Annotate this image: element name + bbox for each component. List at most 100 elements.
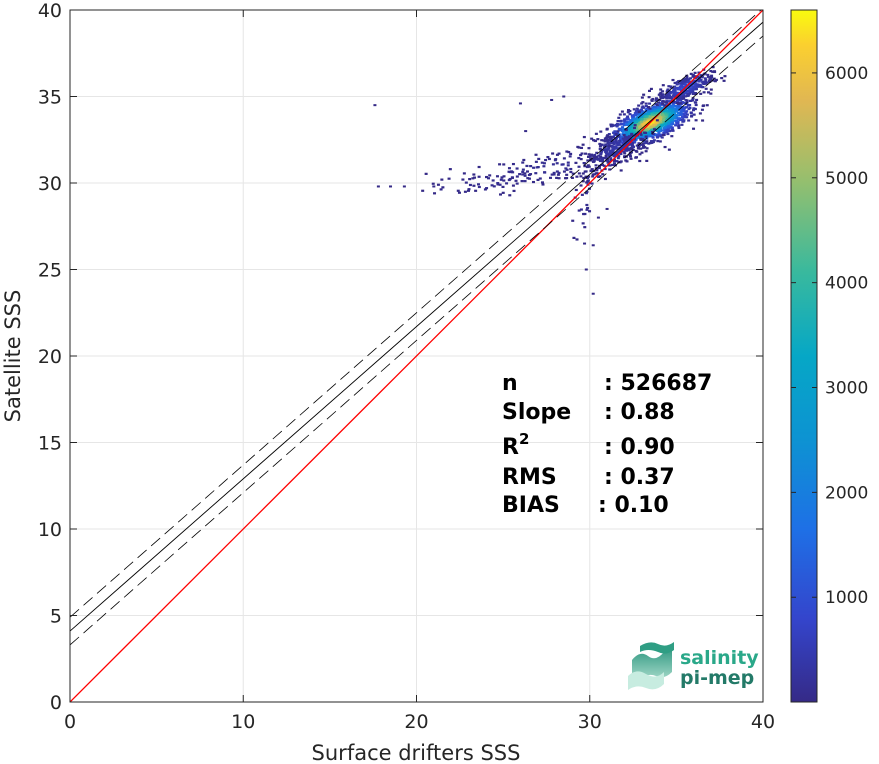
x-axis-title: Surface drifters SSS: [312, 741, 521, 764]
density-point-1339: [664, 113, 668, 116]
density-point-2128: [464, 181, 468, 184]
density-point-1240: [671, 110, 675, 113]
density-point-497: [617, 150, 621, 154]
density-point-1622: [649, 87, 653, 91]
density-point-1337: [677, 106, 681, 110]
density-point-1629: [664, 101, 668, 104]
density-point-957: [612, 131, 616, 134]
density-point-1498: [672, 100, 676, 103]
density-point-1895: [596, 138, 600, 141]
density-point-1698: [671, 94, 675, 97]
density-point-782: [669, 129, 673, 132]
density-point-1940: [608, 164, 612, 167]
density-point-113: [685, 110, 689, 113]
density-point-1344: [640, 128, 644, 131]
density-point-842: [671, 122, 675, 125]
density-point-1523: [663, 104, 667, 107]
density-point-2077: [507, 178, 511, 182]
density-point-2030: [609, 158, 613, 161]
y-tick-label-2: 10: [38, 519, 62, 541]
outlier-point-7: [583, 242, 587, 245]
density-point-367: [640, 96, 644, 99]
density-point-1285: [647, 124, 651, 127]
density-point-1273: [602, 139, 606, 142]
density-point-2102: [529, 173, 533, 176]
density-point-1247: [663, 122, 667, 125]
density-point-1662: [690, 81, 694, 84]
density-point-1346: [646, 112, 650, 116]
outlier-point-8: [591, 244, 595, 247]
density-point-1510: [672, 92, 676, 96]
density-point-799: [671, 107, 675, 110]
density-point-2031: [608, 168, 612, 171]
density-point-1817: [606, 148, 610, 151]
density-point-1660: [679, 88, 683, 91]
density-point-1310: [649, 125, 653, 128]
density-point-1448: [661, 93, 665, 96]
density-point-1202: [677, 125, 681, 128]
density-point-262: [629, 157, 633, 160]
density-point-1669: [679, 94, 683, 97]
density-point-1843: [627, 149, 631, 152]
density-point-1821: [584, 175, 588, 178]
density-point-763: [674, 115, 678, 119]
x-tick-label-1: 10: [231, 711, 255, 733]
density-point-1432: [659, 88, 663, 91]
density-point-1065: [630, 115, 634, 118]
density-point-1785: [616, 157, 620, 160]
density-point-1601: [688, 87, 692, 90]
density-point-1393: [643, 129, 647, 132]
density-point-1880: [615, 160, 619, 163]
density-point-1608: [673, 85, 677, 88]
density-point-329: [611, 151, 615, 154]
density-point-1920: [603, 148, 607, 151]
density-point-1976: [511, 184, 515, 187]
density-point-2113: [495, 175, 499, 178]
density-point-1451: [666, 92, 670, 95]
density-point-1093: [683, 112, 687, 115]
density-point-1555: [668, 94, 672, 97]
density-point-716: [622, 122, 626, 125]
density-point-1298: [640, 117, 644, 121]
density-point-536: [632, 108, 636, 111]
density-point-2158: [587, 175, 591, 178]
density-point-1770: [615, 151, 619, 155]
density-point-1968: [571, 172, 575, 175]
density-point-1479: [648, 107, 652, 110]
density-point-1074: [632, 118, 636, 122]
density-point-1708: [622, 150, 626, 153]
density-point-801: [647, 135, 651, 138]
density-point-1676: [675, 91, 679, 94]
density-point-1654: [694, 88, 698, 91]
density-point-2041: [557, 152, 561, 155]
density-point-1837: [605, 138, 609, 142]
density-point-2110: [512, 189, 516, 193]
outlier-point-0: [373, 104, 377, 107]
density-point-1326: [627, 130, 631, 133]
density-point-923: [658, 140, 662, 143]
density-point-1922: [604, 143, 608, 146]
density-point-1395: [675, 107, 679, 110]
density-point-1260: [626, 108, 630, 112]
density-point-2071: [523, 172, 527, 175]
stats-label-1: Slope: [502, 400, 571, 425]
density-point-2105: [565, 176, 569, 180]
density-point-1536: [685, 76, 689, 79]
density-point-1692: [661, 96, 665, 99]
density-point-1822: [611, 145, 615, 149]
density-point-2075: [496, 182, 500, 185]
density-point-2076: [579, 175, 583, 178]
density-point-1946: [617, 135, 621, 138]
density-point-1936: [610, 144, 614, 147]
density-point-1604: [693, 82, 697, 86]
density-point-1695: [686, 85, 690, 88]
density-point-2042: [579, 153, 583, 157]
density-point-2007: [498, 163, 502, 166]
density-point-1527: [667, 85, 671, 88]
density-point-1819: [616, 130, 620, 133]
density-point-1399: [626, 115, 630, 118]
density-point-1963: [637, 147, 641, 150]
logo-line1: salinity: [680, 647, 759, 669]
density-point-2006: [523, 174, 527, 177]
density-point-2091: [456, 189, 460, 192]
